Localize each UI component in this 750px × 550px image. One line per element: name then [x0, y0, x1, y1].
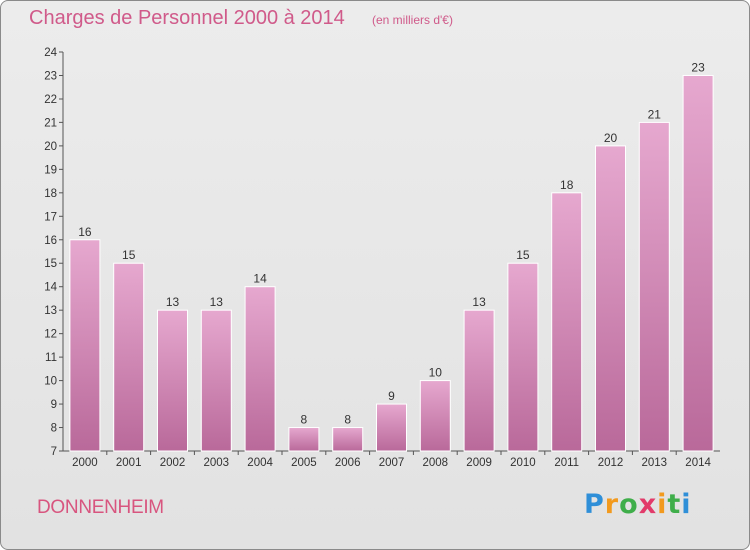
logo-letter: o	[619, 489, 639, 520]
data-label: 13	[166, 295, 180, 309]
y-tick-label: 12	[44, 329, 57, 341]
bar	[332, 427, 364, 452]
data-label: 18	[560, 178, 574, 192]
chart-title: Charges de Personnel 2000 à 2014	[29, 7, 345, 29]
y-tick-label: 14	[44, 282, 57, 294]
y-tick-label: 19	[44, 164, 57, 176]
bar	[682, 74, 714, 452]
y-tick-label: 21	[44, 117, 57, 129]
y-tick-label: 23	[44, 70, 57, 82]
bar	[288, 427, 320, 452]
x-tick-label: 2008	[423, 457, 449, 469]
bar	[244, 286, 276, 452]
logo-letter: i	[657, 489, 668, 520]
y-tick-label: 13	[44, 305, 57, 317]
bar	[507, 262, 539, 452]
y-tick-label: 17	[44, 211, 57, 223]
x-tick-label: 2001	[116, 457, 142, 469]
x-tick-label: 2003	[204, 457, 230, 469]
bar	[157, 309, 188, 452]
data-label: 16	[78, 225, 92, 239]
logo-letter: r	[604, 489, 620, 520]
y-tick-label: 18	[44, 188, 57, 200]
bar	[419, 380, 451, 452]
y-tick-label: 8	[51, 423, 57, 435]
data-label: 13	[472, 295, 486, 309]
bar	[113, 262, 145, 452]
bar	[463, 309, 495, 452]
data-label: 20	[604, 131, 618, 145]
data-label: 8	[344, 413, 351, 427]
bars	[69, 74, 714, 452]
y-tick-label: 22	[44, 94, 57, 106]
y-tick-label: 16	[44, 235, 57, 247]
data-label: 8	[301, 413, 308, 427]
y-tick-label: 15	[44, 258, 57, 270]
x-tick-label: 2002	[160, 457, 186, 469]
x-tick-label: 2005	[291, 457, 317, 469]
bar	[551, 192, 583, 452]
data-labels: 16 15 13 13 14 8 8 9 10 13 15 18 20 21 23	[78, 60, 705, 426]
data-label: 9	[388, 389, 395, 403]
logo-letter: x	[638, 489, 658, 520]
logo-letter: i	[681, 489, 692, 520]
data-label: 13	[210, 295, 224, 309]
y-tick-label: 7	[51, 446, 57, 458]
y-tick-label: 24	[44, 47, 57, 59]
y-tick-label: 10	[44, 376, 57, 388]
x-tick-label: 2011	[554, 457, 579, 469]
data-label: 14	[253, 272, 267, 286]
chart-subtitle: (en milliers d'€)	[372, 13, 453, 27]
bar	[69, 239, 101, 452]
commune-name: DONNENHEIM	[37, 497, 164, 518]
logo-letter: t	[667, 489, 682, 520]
bar	[595, 145, 626, 452]
data-label: 10	[429, 366, 443, 380]
data-label: 21	[648, 107, 662, 121]
proxiti-logo: Proxiti	[584, 489, 692, 520]
x-tick-label: 2010	[510, 457, 536, 469]
logo-letter: P	[584, 489, 605, 520]
x-tick-label: 2007	[379, 457, 405, 469]
x-tick-label: 2013	[642, 457, 668, 469]
bar	[200, 309, 232, 452]
x-tick-label: 2014	[685, 457, 711, 469]
data-label: 15	[122, 248, 136, 262]
x-tick-label: 2012	[598, 457, 624, 469]
y-tick-label: 11	[45, 352, 57, 364]
x-tick-label: 2006	[335, 457, 361, 469]
y-tick-label: 20	[44, 141, 57, 153]
x-tick-label: 2004	[247, 457, 273, 469]
data-label: 15	[516, 248, 530, 262]
x-tick-label: 2000	[72, 457, 98, 469]
data-label: 23	[691, 60, 705, 74]
x-tick-label: 2009	[466, 457, 492, 469]
bar	[638, 121, 670, 452]
y-tick-label: 9	[51, 399, 57, 411]
bar	[376, 403, 407, 452]
